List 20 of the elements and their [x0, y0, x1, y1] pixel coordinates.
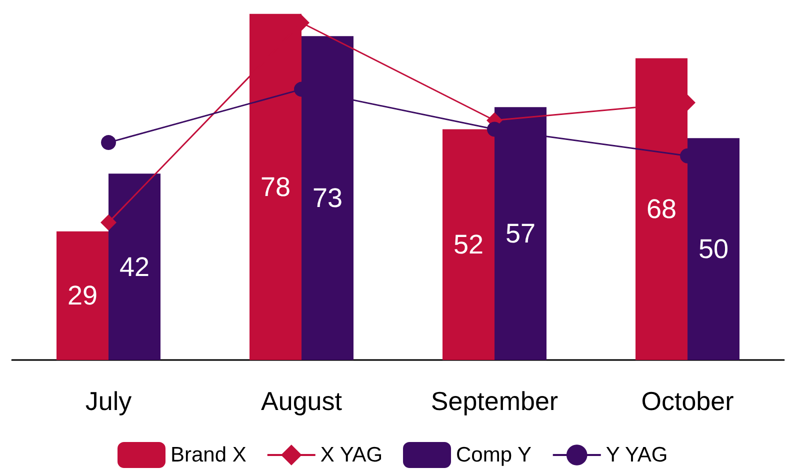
data-label: 57: [505, 218, 536, 249]
x-tick-label: August: [261, 386, 343, 416]
data-label: 29: [67, 280, 98, 311]
legend-label: Brand X: [170, 444, 246, 466]
data-label: 52: [453, 230, 484, 260]
x-tick-label: July: [85, 386, 132, 416]
legend-label: Comp Y: [456, 444, 532, 466]
data-label: 68: [646, 194, 677, 224]
bar: [108, 174, 160, 360]
point: [101, 135, 116, 150]
legend-label: Y YAG: [606, 444, 668, 466]
legend-label: X YAG: [320, 444, 383, 466]
data-label: 42: [119, 252, 150, 282]
data-label: 78: [260, 172, 291, 202]
x-tick-label: October: [641, 386, 734, 416]
bar: [442, 129, 494, 360]
point: [100, 214, 116, 230]
data-label: 50: [698, 234, 729, 264]
x-tick-label: September: [430, 386, 558, 416]
data-label: 73: [312, 183, 343, 214]
